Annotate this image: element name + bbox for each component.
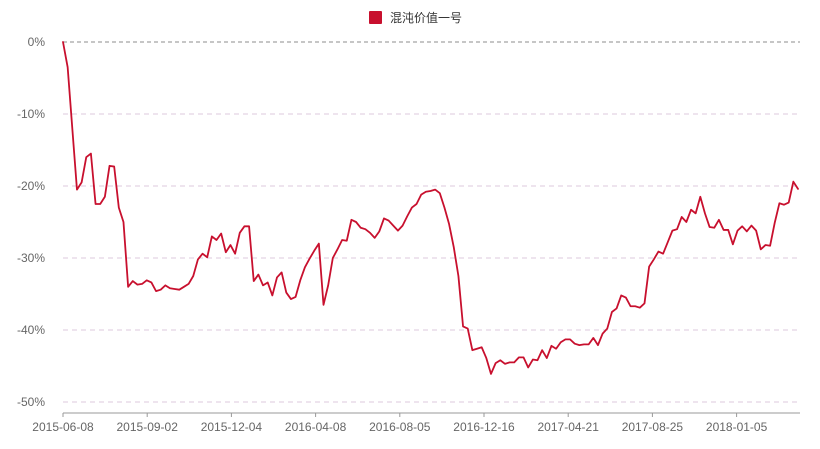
x-tick-label: 2016-08-05 <box>369 420 431 434</box>
x-tick-label: 2015-06-08 <box>32 420 94 434</box>
y-tick-label: 0% <box>28 35 46 49</box>
x-tick-label: 2016-04-08 <box>285 420 347 434</box>
y-tick-label: -50% <box>17 395 45 409</box>
x-tick-label: 2018-01-05 <box>706 420 768 434</box>
series-layer <box>62 41 799 375</box>
gridlines <box>63 41 800 403</box>
x-axis: 2015-06-08 2015-09-02 2015-12-04 2016-04-08… <box>32 412 800 434</box>
legend-label: 混沌价值一号 <box>390 10 462 25</box>
x-tick-label: 2017-08-25 <box>622 420 684 434</box>
x-tick-label: 2015-09-02 <box>117 420 179 434</box>
y-tick-label: -30% <box>17 251 45 265</box>
legend-swatch <box>369 11 382 24</box>
y-tick-label: -10% <box>17 107 45 121</box>
x-tick-label: 2017-04-21 <box>538 420 600 434</box>
x-tick-label: 2016-12-16 <box>453 420 515 434</box>
y-axis: 0% -10% -20% -30% -40% -50% <box>17 35 45 409</box>
x-tick-label: 2015-12-04 <box>201 420 263 434</box>
series-line <box>62 41 799 375</box>
y-tick-label: -40% <box>17 323 45 337</box>
y-tick-label: -20% <box>17 179 45 193</box>
legend[interactable]: 混沌价值一号 <box>369 10 462 25</box>
